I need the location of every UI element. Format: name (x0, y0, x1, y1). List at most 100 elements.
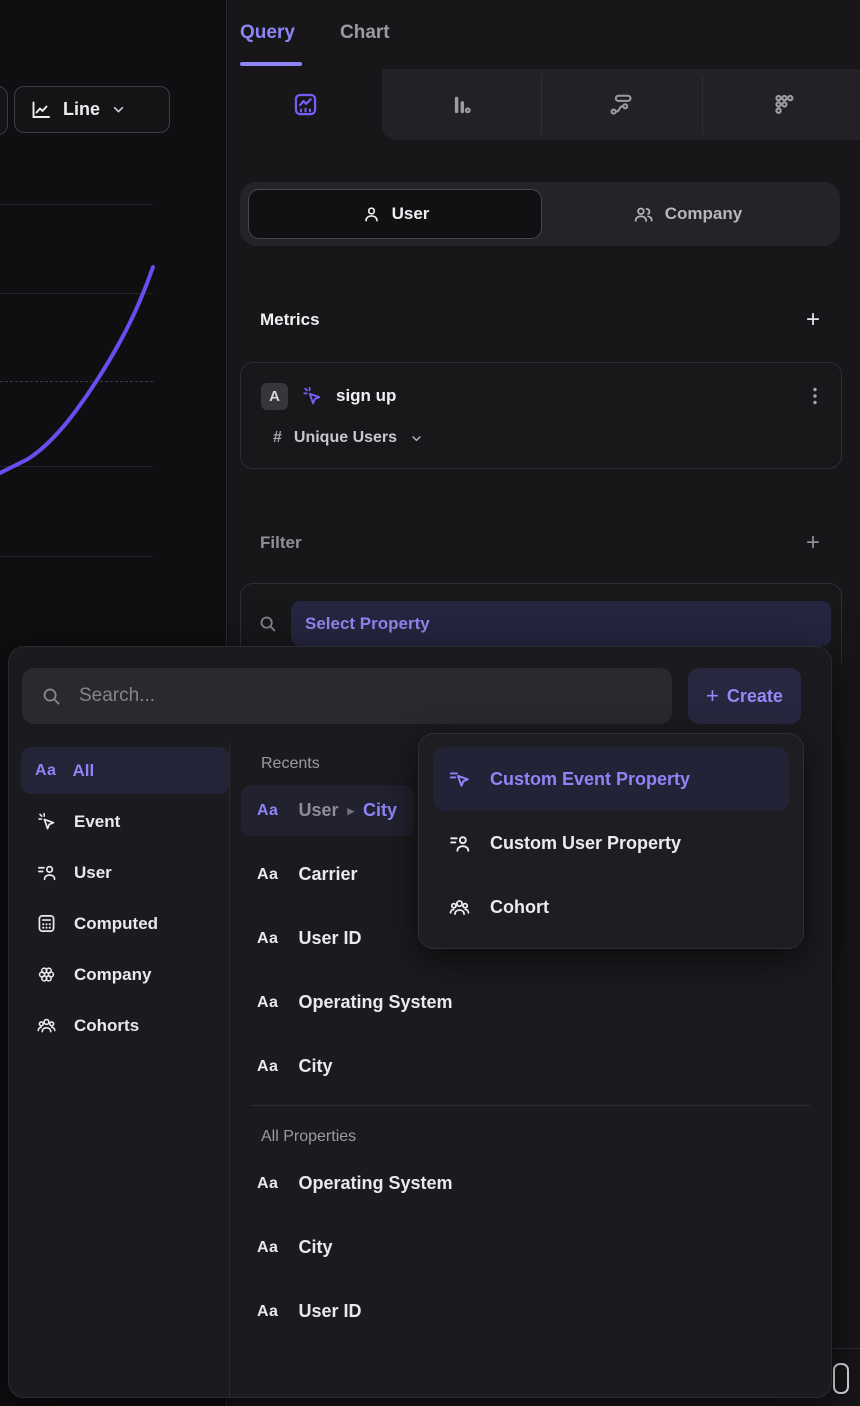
category-item-event[interactable]: Event (21, 798, 229, 845)
entity-toggle-company[interactable]: Company (542, 203, 832, 226)
gridline (0, 466, 153, 467)
kebab-menu-icon[interactable] (805, 384, 825, 408)
property-name: Carrier (298, 864, 358, 884)
recent-item[interactable]: Aa User ID (241, 913, 821, 964)
report-tab-retention[interactable] (703, 69, 860, 140)
list-divider (250, 1105, 810, 1106)
create-button[interactable]: + Create (688, 668, 801, 724)
create-menu-item-label: Custom Event Property (490, 768, 691, 789)
chevron-down-icon (113, 106, 124, 113)
user-property-icon (37, 865, 56, 881)
company-cluster-icon (38, 967, 55, 982)
property-item[interactable]: Aa User ID (241, 1286, 821, 1337)
type-badge: Aa (257, 1174, 279, 1192)
property-name: User ID (298, 1301, 362, 1321)
property-name: City (298, 1237, 333, 1257)
create-button-label: Create (726, 685, 783, 706)
shortcut-badge-fragment (833, 1363, 849, 1394)
property-item[interactable]: Aa City (241, 1222, 821, 1273)
retention-icon (775, 94, 794, 114)
create-menu: Custom Event Property Custom User Proper… (418, 733, 804, 949)
property-item[interactable]: Aa Operating System (241, 1158, 821, 1209)
type-badge: Aa (257, 993, 279, 1011)
user-icon (364, 206, 378, 221)
event-icon (38, 812, 55, 830)
metrics-title: Metrics (260, 310, 320, 329)
entity-toggle-user-label: User (391, 204, 430, 223)
type-badge: Aa (257, 865, 279, 883)
metric-card[interactable]: A sign up # Unique Users (240, 362, 842, 469)
category-item-all[interactable]: Aa All (21, 747, 229, 794)
filter-header: Filter + (240, 529, 840, 557)
chart-type-dropdown[interactable]: Line (14, 86, 170, 133)
entity-toggle: User Company (240, 182, 840, 246)
hash-icon: # (273, 429, 282, 446)
type-badge: Aa (257, 929, 279, 947)
report-tab-strip (382, 69, 860, 140)
event-icon (303, 386, 321, 405)
type-badge: Aa (35, 761, 57, 779)
custom-event-property-icon (449, 772, 469, 787)
add-metric-button[interactable]: + (805, 306, 820, 333)
recent-item-selected[interactable]: Aa User ▸ City (241, 785, 414, 836)
category-item-computed[interactable]: Computed (21, 900, 229, 947)
entity-toggle-user[interactable]: User (248, 189, 542, 239)
tab-query[interactable]: Query (240, 22, 295, 43)
recents-header: Recents (261, 755, 320, 772)
create-menu-item-cohort[interactable]: Cohort (433, 875, 789, 939)
tab-chart[interactable]: Chart (340, 22, 390, 43)
metric-event-name: sign up (336, 386, 397, 405)
recent-item[interactable]: Aa Carrier (241, 849, 821, 900)
category-label: All (72, 760, 95, 780)
cohorts-icon (37, 1018, 56, 1033)
add-filter-button[interactable]: + (805, 529, 820, 556)
popup-search-bar[interactable] (22, 668, 672, 724)
cohort-icon (449, 899, 470, 915)
recent-item[interactable]: Aa Operating System (241, 977, 821, 1028)
category-item-company[interactable]: Company (21, 951, 229, 998)
metric-letter-badge: A (261, 382, 288, 410)
popup-search-input[interactable] (77, 684, 654, 708)
gridline (0, 293, 153, 294)
create-menu-item-custom-user-property[interactable]: Custom User Property (433, 811, 789, 875)
background-divider (832, 1348, 860, 1349)
report-tab-insights[interactable] (228, 69, 382, 140)
insights-icon (294, 93, 316, 116)
category-label: Computed (74, 913, 159, 933)
breadcrumb-arrow-icon: ▸ (347, 802, 355, 818)
type-badge: Aa (257, 1302, 279, 1320)
select-property-field[interactable]: Select Property (291, 601, 831, 646)
active-tab-underline (240, 62, 302, 66)
search-icon (260, 616, 276, 631)
tab-divider (541, 75, 542, 134)
company-users-icon (634, 207, 653, 222)
create-menu-item-label: Cohort (490, 896, 549, 917)
measure-selector[interactable]: # Unique Users (273, 425, 424, 451)
filter-title: Filter (260, 533, 302, 552)
property-name: Operating System (298, 1173, 453, 1193)
flows-icon (610, 94, 632, 115)
category-label: Cohorts (74, 1015, 140, 1035)
all-properties-header: All Properties (261, 1128, 357, 1145)
measure-label: Unique Users (293, 429, 398, 446)
type-badge: Aa (257, 1057, 279, 1075)
line-series (0, 265, 155, 475)
report-tab-bar[interactable] (382, 69, 541, 140)
plus-icon: + (706, 683, 719, 708)
type-badge: Aa (257, 1238, 279, 1256)
create-menu-item-custom-event-property[interactable]: Custom Event Property (433, 747, 789, 811)
chevron-down-icon (412, 435, 421, 441)
category-label: User (74, 862, 112, 882)
property-name: City (363, 800, 398, 820)
create-menu-item-label: Custom User Property (490, 832, 682, 853)
gridline (0, 556, 153, 557)
custom-user-property-icon (450, 835, 470, 852)
category-item-cohorts[interactable]: Cohorts (21, 1002, 229, 1049)
category-label: Company (74, 964, 152, 984)
gridline (0, 204, 153, 205)
category-item-user[interactable]: User (21, 849, 229, 896)
computed-icon (38, 914, 55, 933)
report-tab-flows[interactable] (542, 69, 701, 140)
recent-item[interactable]: Aa City (241, 1041, 821, 1092)
